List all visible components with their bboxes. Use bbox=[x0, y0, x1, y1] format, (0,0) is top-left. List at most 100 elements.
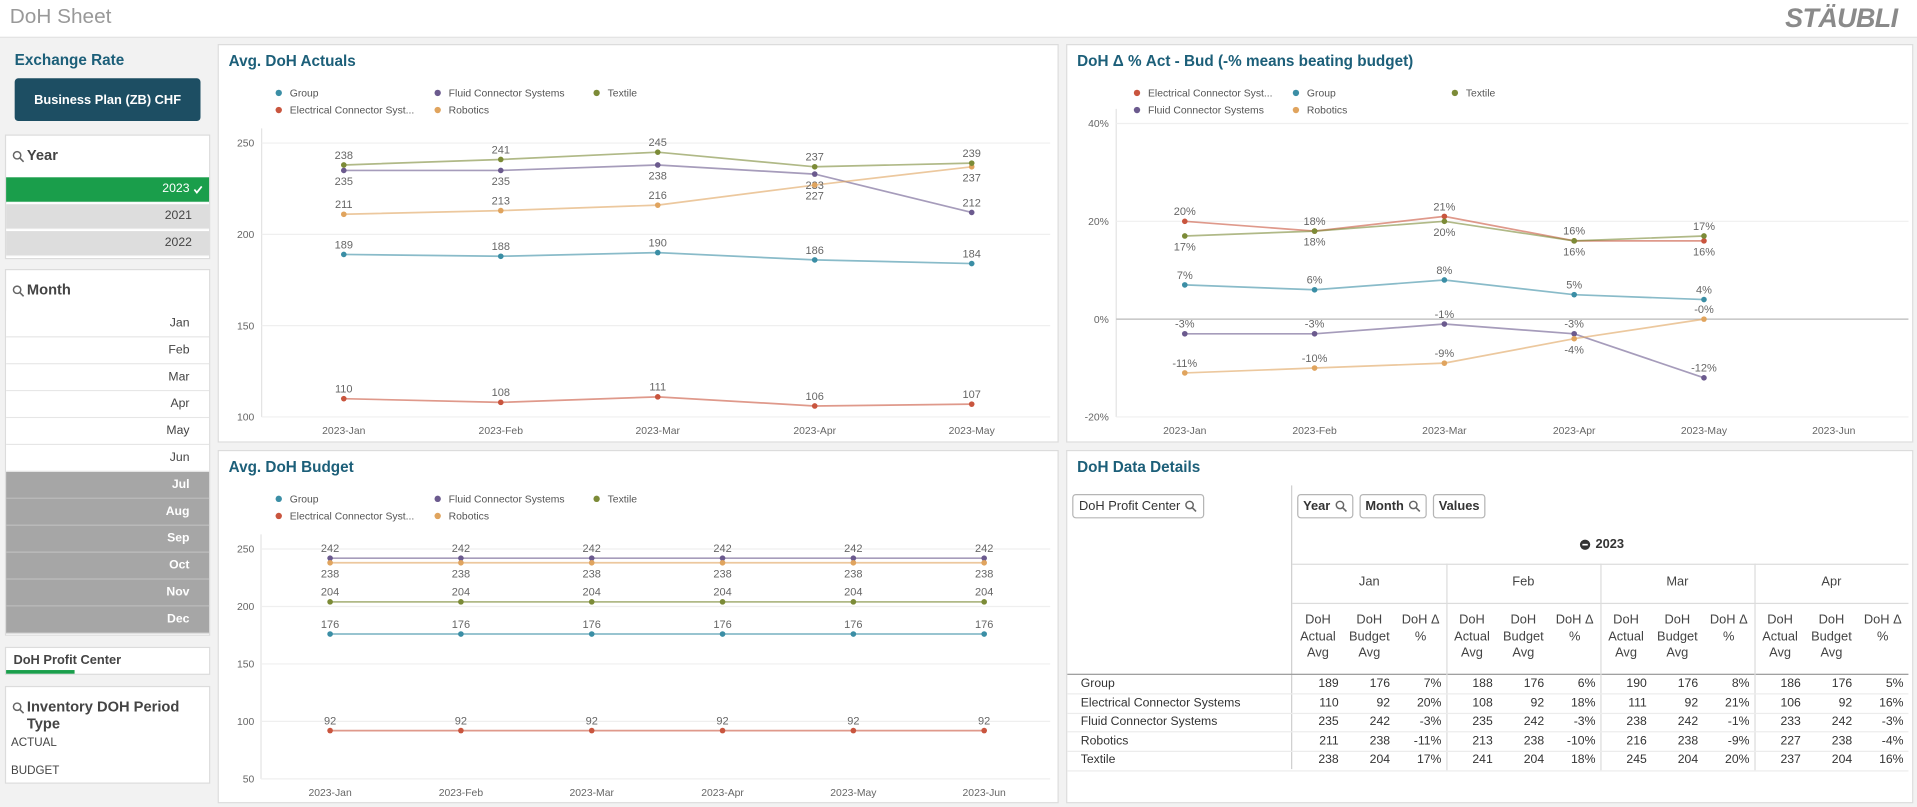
panel-title: Avg. DoH Budget bbox=[228, 458, 354, 476]
filter-title: Year bbox=[26, 146, 58, 164]
data-point bbox=[327, 631, 333, 637]
month-item[interactable]: Apr bbox=[6, 391, 210, 419]
data-label: 8% bbox=[1436, 265, 1452, 277]
data-label: 92 bbox=[978, 715, 990, 727]
data-label: 176 bbox=[713, 619, 731, 631]
filter-title: Inventory DOH Period Type bbox=[26, 698, 180, 733]
row-label: Electrical Connector Systems bbox=[1080, 696, 1241, 710]
legend-label: Robotics bbox=[449, 106, 489, 117]
legend-label: Fluid Connector Systems bbox=[1148, 106, 1264, 117]
period-item[interactable]: BUDGET bbox=[11, 764, 60, 778]
month-label: Mar bbox=[168, 370, 190, 384]
column-header: DoH Budget Avg bbox=[1502, 612, 1544, 661]
year-item[interactable]: 2023 bbox=[6, 177, 210, 203]
legend-label: Electrical Connector Syst... bbox=[1148, 89, 1273, 100]
data-point bbox=[719, 555, 726, 561]
data-label: 4% bbox=[1696, 284, 1712, 296]
x-tick-label: 2023-Apr bbox=[1553, 426, 1596, 437]
legend-marker bbox=[434, 106, 441, 114]
exchange-button[interactable]: Business Plan (ZB) CHF bbox=[14, 78, 201, 122]
table-cell: -3% bbox=[1881, 715, 1904, 729]
data-point bbox=[458, 727, 464, 734]
table-cell: 5% bbox=[1885, 677, 1904, 691]
x-tick-label: 2023-Mar bbox=[570, 788, 615, 799]
data-point bbox=[850, 631, 857, 637]
table-cell: 176 bbox=[1677, 677, 1699, 691]
column-header: DoH Actual Avg bbox=[1608, 612, 1644, 661]
data-label: 242 bbox=[844, 543, 862, 555]
data-point bbox=[588, 631, 595, 637]
month-item[interactable]: Jun bbox=[6, 445, 210, 472]
legend-marker bbox=[1292, 89, 1300, 97]
month-item[interactable]: Jan bbox=[6, 310, 210, 338]
y-tick-label: 150 bbox=[237, 660, 255, 671]
data-label: 16% bbox=[1563, 226, 1585, 238]
data-point bbox=[981, 559, 987, 566]
data-point bbox=[497, 167, 504, 174]
month-item[interactable]: Oct bbox=[6, 552, 210, 580]
collapse-icon[interactable] bbox=[1579, 539, 1591, 550]
data-point bbox=[327, 599, 333, 605]
month-item[interactable]: Sep bbox=[6, 525, 210, 553]
month-item[interactable]: Dec bbox=[6, 606, 210, 634]
month-item[interactable]: Aug bbox=[6, 498, 210, 526]
period-item[interactable]: ACTUAL bbox=[11, 736, 57, 750]
table-cell: 242 bbox=[1523, 715, 1545, 729]
profit-center-filter[interactable]: DoH Profit Center bbox=[4, 646, 211, 675]
data-point bbox=[1571, 330, 1577, 337]
column-header: DoH Budget Avg bbox=[1348, 612, 1390, 661]
button-label: DoH Profit Center bbox=[1079, 498, 1181, 514]
legend-marker bbox=[275, 512, 282, 520]
y-tick-label: 200 bbox=[237, 602, 255, 613]
row-rule bbox=[1067, 750, 1909, 752]
column-rule bbox=[1754, 563, 1756, 771]
data-point bbox=[1701, 375, 1707, 381]
table-cell: 186 bbox=[1780, 677, 1801, 691]
table-cell: 242 bbox=[1369, 715, 1391, 729]
data-label: 239 bbox=[963, 148, 981, 160]
x-tick-label: 2023-Mar bbox=[636, 426, 681, 437]
data-point bbox=[340, 251, 347, 258]
data-label: 212 bbox=[963, 197, 981, 209]
data-label: 92 bbox=[455, 715, 467, 727]
data-label: -1% bbox=[1435, 309, 1455, 321]
month-header: Jan bbox=[1358, 574, 1380, 590]
month-item[interactable]: Nov bbox=[6, 579, 210, 607]
year-label: 2022 bbox=[164, 235, 192, 250]
pivot-button[interactable]: Month bbox=[1359, 493, 1427, 519]
table-cell: 189 bbox=[1318, 677, 1339, 691]
table-cell: 111 bbox=[1628, 696, 1647, 710]
data-point bbox=[1441, 277, 1448, 283]
data-point bbox=[968, 209, 975, 216]
data-point bbox=[588, 727, 595, 734]
pivot-button[interactable]: Year bbox=[1297, 493, 1354, 519]
filter-title: DoH Profit Center bbox=[13, 652, 122, 668]
data-label: -3% bbox=[1175, 319, 1195, 331]
table-cell: -4% bbox=[1881, 734, 1904, 749]
data-label: 20% bbox=[1433, 227, 1455, 239]
table-cell: 242 bbox=[1677, 715, 1699, 729]
month-item[interactable]: Jul bbox=[6, 471, 210, 499]
data-point bbox=[1441, 213, 1448, 220]
month-item[interactable]: Feb bbox=[6, 337, 210, 365]
year-item[interactable]: 2021 bbox=[6, 204, 210, 230]
progress-bar bbox=[6, 670, 75, 674]
chart-panel: Avg. DoH Budget 50 100 150 200 250 2023-Jan 20… bbox=[217, 449, 1059, 804]
month-item[interactable]: Mar bbox=[6, 364, 210, 392]
x-tick-label: 2023-Feb bbox=[1292, 426, 1337, 437]
data-label: -12% bbox=[1691, 363, 1717, 375]
dimension-button[interactable]: DoH Profit Center bbox=[1072, 493, 1205, 519]
data-point bbox=[1441, 218, 1448, 225]
legend-marker bbox=[434, 89, 441, 97]
table-cell: 92 bbox=[1684, 696, 1699, 710]
table-cell: 20% bbox=[1416, 696, 1442, 710]
data-label: 238 bbox=[649, 171, 667, 183]
pivot-button[interactable]: Values bbox=[1432, 493, 1486, 519]
month-item[interactable]: May bbox=[6, 418, 210, 446]
data-label: 107 bbox=[963, 389, 981, 401]
data-point bbox=[497, 399, 504, 406]
y-tick-label: 100 bbox=[237, 413, 255, 424]
month-label: Oct bbox=[169, 558, 190, 573]
data-label: -0% bbox=[1694, 304, 1714, 316]
year-item[interactable]: 2022 bbox=[6, 231, 210, 257]
